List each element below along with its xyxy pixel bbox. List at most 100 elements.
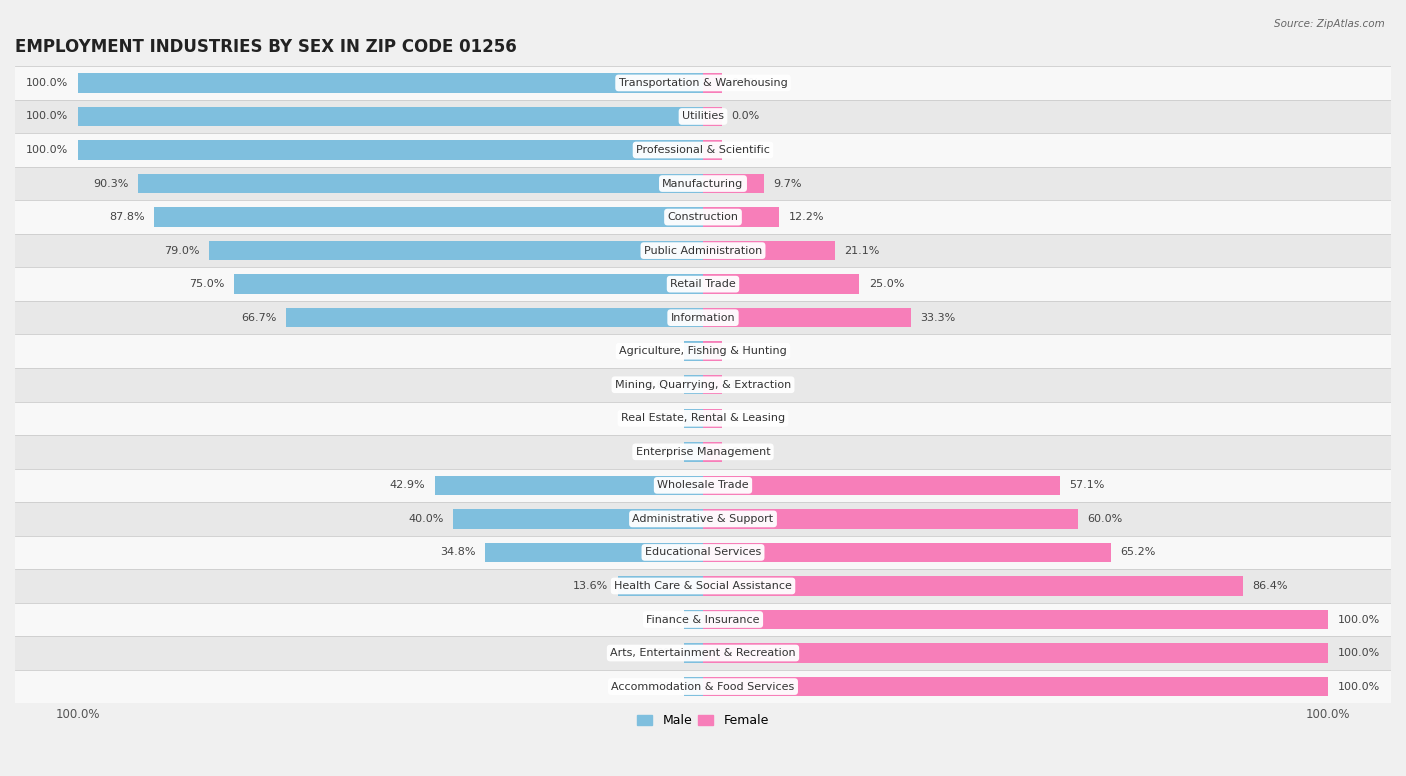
Text: EMPLOYMENT INDUSTRIES BY SEX IN ZIP CODE 01256: EMPLOYMENT INDUSTRIES BY SEX IN ZIP CODE…: [15, 38, 517, 57]
Bar: [703, 476, 1060, 495]
Bar: [138, 174, 703, 193]
Text: 0.0%: 0.0%: [731, 346, 759, 356]
Bar: [703, 610, 1329, 629]
Legend: Male, Female: Male, Female: [633, 709, 773, 732]
Text: 0.0%: 0.0%: [647, 681, 675, 691]
Text: Transportation & Warehousing: Transportation & Warehousing: [619, 78, 787, 88]
Bar: [15, 435, 1391, 469]
Text: Finance & Insurance: Finance & Insurance: [647, 615, 759, 625]
Text: 100.0%: 100.0%: [27, 78, 69, 88]
Text: 34.8%: 34.8%: [440, 547, 477, 557]
Text: 100.0%: 100.0%: [1337, 648, 1379, 658]
Text: 65.2%: 65.2%: [1121, 547, 1156, 557]
Text: 13.6%: 13.6%: [574, 581, 609, 591]
Bar: [685, 375, 703, 394]
Bar: [15, 502, 1391, 535]
Bar: [15, 570, 1391, 603]
Text: Source: ZipAtlas.com: Source: ZipAtlas.com: [1274, 19, 1385, 29]
Bar: [209, 241, 703, 260]
Bar: [703, 677, 1329, 696]
Bar: [703, 542, 1111, 562]
Bar: [77, 73, 703, 92]
Bar: [285, 308, 703, 327]
Text: 12.2%: 12.2%: [789, 212, 824, 222]
Text: 21.1%: 21.1%: [845, 246, 880, 255]
Bar: [703, 442, 721, 462]
Text: 0.0%: 0.0%: [731, 379, 759, 390]
Text: 87.8%: 87.8%: [110, 212, 145, 222]
Text: 40.0%: 40.0%: [408, 514, 443, 524]
Text: 0.0%: 0.0%: [647, 379, 675, 390]
Text: Arts, Entertainment & Recreation: Arts, Entertainment & Recreation: [610, 648, 796, 658]
Bar: [233, 275, 703, 294]
Text: 60.0%: 60.0%: [1088, 514, 1123, 524]
Bar: [703, 308, 911, 327]
Bar: [685, 643, 703, 663]
Text: 100.0%: 100.0%: [27, 112, 69, 122]
Bar: [77, 107, 703, 126]
Bar: [15, 469, 1391, 502]
Text: Agriculture, Fishing & Hunting: Agriculture, Fishing & Hunting: [619, 346, 787, 356]
Bar: [703, 577, 1243, 596]
Text: Utilities: Utilities: [682, 112, 724, 122]
Text: Retail Trade: Retail Trade: [671, 279, 735, 289]
Bar: [15, 167, 1391, 200]
Text: Manufacturing: Manufacturing: [662, 178, 744, 189]
Text: 57.1%: 57.1%: [1070, 480, 1105, 490]
Text: 100.0%: 100.0%: [27, 145, 69, 155]
Text: Wholesale Trade: Wholesale Trade: [657, 480, 749, 490]
Text: Enterprise Management: Enterprise Management: [636, 447, 770, 457]
Bar: [15, 368, 1391, 401]
Text: 0.0%: 0.0%: [731, 447, 759, 457]
Text: 0.0%: 0.0%: [731, 112, 759, 122]
Bar: [685, 341, 703, 361]
Text: 0.0%: 0.0%: [647, 615, 675, 625]
Bar: [15, 200, 1391, 234]
Bar: [15, 334, 1391, 368]
Text: Real Estate, Rental & Leasing: Real Estate, Rental & Leasing: [621, 414, 785, 423]
Text: Administrative & Support: Administrative & Support: [633, 514, 773, 524]
Text: 86.4%: 86.4%: [1253, 581, 1288, 591]
Bar: [703, 107, 721, 126]
Text: 33.3%: 33.3%: [921, 313, 956, 323]
Text: 100.0%: 100.0%: [1337, 615, 1379, 625]
Text: Mining, Quarrying, & Extraction: Mining, Quarrying, & Extraction: [614, 379, 792, 390]
Text: 75.0%: 75.0%: [190, 279, 225, 289]
Bar: [685, 677, 703, 696]
Bar: [155, 207, 703, 227]
Bar: [703, 509, 1078, 528]
Text: Information: Information: [671, 313, 735, 323]
Text: 0.0%: 0.0%: [731, 414, 759, 423]
Text: 100.0%: 100.0%: [1337, 681, 1379, 691]
Text: Construction: Construction: [668, 212, 738, 222]
Bar: [703, 341, 721, 361]
Bar: [685, 409, 703, 428]
Bar: [15, 603, 1391, 636]
Text: Educational Services: Educational Services: [645, 547, 761, 557]
Bar: [703, 275, 859, 294]
Bar: [703, 241, 835, 260]
Bar: [453, 509, 703, 528]
Text: 0.0%: 0.0%: [647, 447, 675, 457]
Bar: [434, 476, 703, 495]
Text: 90.3%: 90.3%: [94, 178, 129, 189]
Bar: [15, 234, 1391, 268]
Text: Professional & Scientific: Professional & Scientific: [636, 145, 770, 155]
Bar: [703, 207, 779, 227]
Bar: [15, 268, 1391, 301]
Text: 0.0%: 0.0%: [647, 414, 675, 423]
Text: Accommodation & Food Services: Accommodation & Food Services: [612, 681, 794, 691]
Bar: [485, 542, 703, 562]
Text: 0.0%: 0.0%: [647, 346, 675, 356]
Bar: [15, 535, 1391, 570]
Bar: [15, 133, 1391, 167]
Bar: [15, 636, 1391, 670]
Bar: [77, 140, 703, 160]
Bar: [15, 66, 1391, 99]
Bar: [703, 73, 721, 92]
Text: Public Administration: Public Administration: [644, 246, 762, 255]
Text: 79.0%: 79.0%: [165, 246, 200, 255]
Text: 42.9%: 42.9%: [389, 480, 426, 490]
Bar: [685, 442, 703, 462]
Text: 25.0%: 25.0%: [869, 279, 904, 289]
